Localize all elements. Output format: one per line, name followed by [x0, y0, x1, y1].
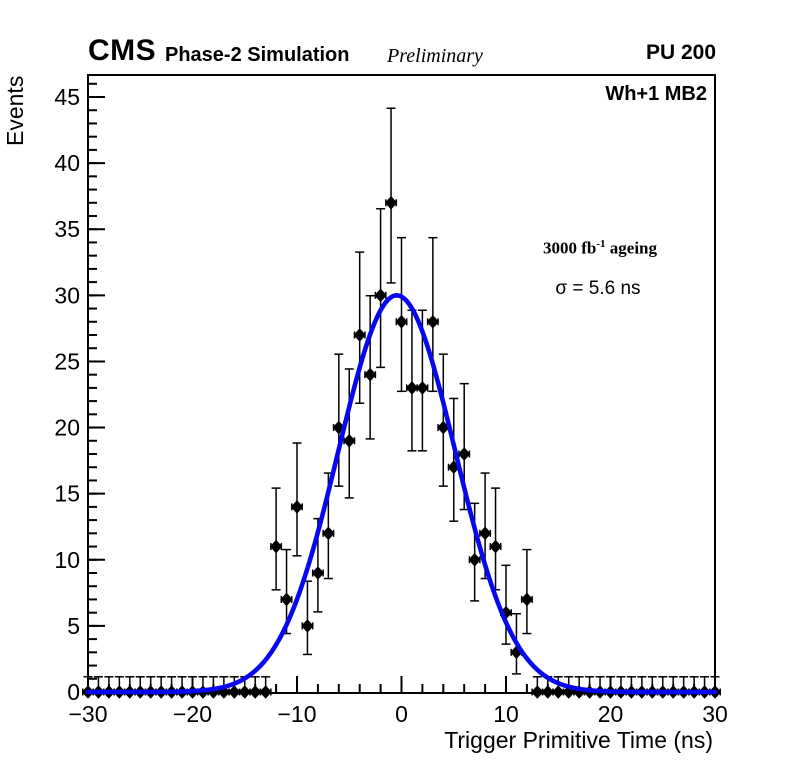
x-axis-title: Trigger Primitive Time (ns): [444, 727, 713, 753]
data-point-marker: [416, 381, 429, 395]
data-point-marker: [510, 645, 523, 660]
x-tick-label: 20: [598, 701, 624, 727]
lumi-text: 3000 fb: [542, 238, 597, 258]
data-point-marker: [280, 592, 293, 607]
x-tick-label: 30: [702, 701, 728, 727]
data-point-marker: [311, 566, 325, 580]
ageing-text: ageing: [605, 238, 658, 258]
data-point-marker: [269, 539, 283, 554]
x-tick-label: −30: [68, 701, 107, 727]
data-point-marker: [447, 460, 460, 475]
data-point-marker: [259, 685, 272, 699]
preliminary-label: Preliminary: [387, 45, 483, 67]
luminosity-ageing-annotation: 3000 fb-1 ageing: [500, 239, 700, 257]
pileup-label: PU 200: [645, 41, 716, 64]
y-tick-label: 30: [54, 282, 80, 308]
data-point-marker: [238, 685, 251, 699]
data-point-marker: [374, 288, 387, 303]
gaussian-fit-curve: [85, 293, 718, 695]
data-point-marker: [228, 685, 241, 699]
y-tick-label: 0: [67, 679, 80, 705]
data-point-marker: [395, 314, 408, 329]
sigma-annotation: σ = 5.6 ns: [555, 278, 641, 299]
y-tick-label: 25: [54, 348, 80, 374]
x-tick-label: −10: [277, 701, 316, 727]
data-point-marker: [552, 685, 565, 699]
x-tick-label: −20: [173, 701, 212, 727]
cms-logo-text: CMS: [88, 34, 157, 67]
wheel-station-label: Wh+1 MB2: [605, 83, 707, 105]
data-point-marker: [562, 685, 575, 699]
data-point-marker: [478, 526, 492, 541]
y-tick-label: 15: [54, 481, 80, 507]
x-tick-label: 10: [493, 701, 519, 727]
data-point-marker: [489, 539, 502, 554]
data-point-marker: [249, 685, 262, 699]
y-tick-label: 20: [54, 415, 80, 441]
x-tick-label: 0: [395, 701, 408, 727]
y-tick-label: 35: [54, 216, 80, 242]
data-point-marker: [301, 619, 314, 633]
data-point-marker: [343, 433, 356, 448]
data-point-marker: [458, 447, 471, 461]
data-point-marker: [541, 685, 554, 699]
data-point-marker: [322, 526, 335, 541]
data-point-marker: [207, 685, 220, 699]
data-point-marker: [363, 367, 377, 382]
phase2-simulation-label: Phase-2 Simulation: [165, 44, 350, 66]
data-point-marker: [217, 685, 231, 699]
lumi-exponent: -1: [596, 238, 606, 250]
data-point-marker: [290, 500, 304, 514]
data-point-marker: [468, 552, 481, 567]
data-point-marker: [531, 685, 544, 699]
y-tick-label: 45: [54, 84, 80, 110]
data-point-marker: [572, 685, 586, 699]
data-point-marker: [426, 314, 440, 329]
y-tick-label: 40: [54, 150, 80, 176]
data-point-marker: [405, 381, 419, 395]
data-point-marker: [332, 420, 345, 435]
y-tick-label: 5: [67, 613, 80, 639]
y-tick-label: 10: [54, 547, 80, 573]
data-point-marker: [520, 592, 534, 607]
data-point-marker: [384, 195, 398, 210]
y-axis-title: Events: [2, 75, 28, 146]
data-point-marker: [353, 328, 366, 342]
